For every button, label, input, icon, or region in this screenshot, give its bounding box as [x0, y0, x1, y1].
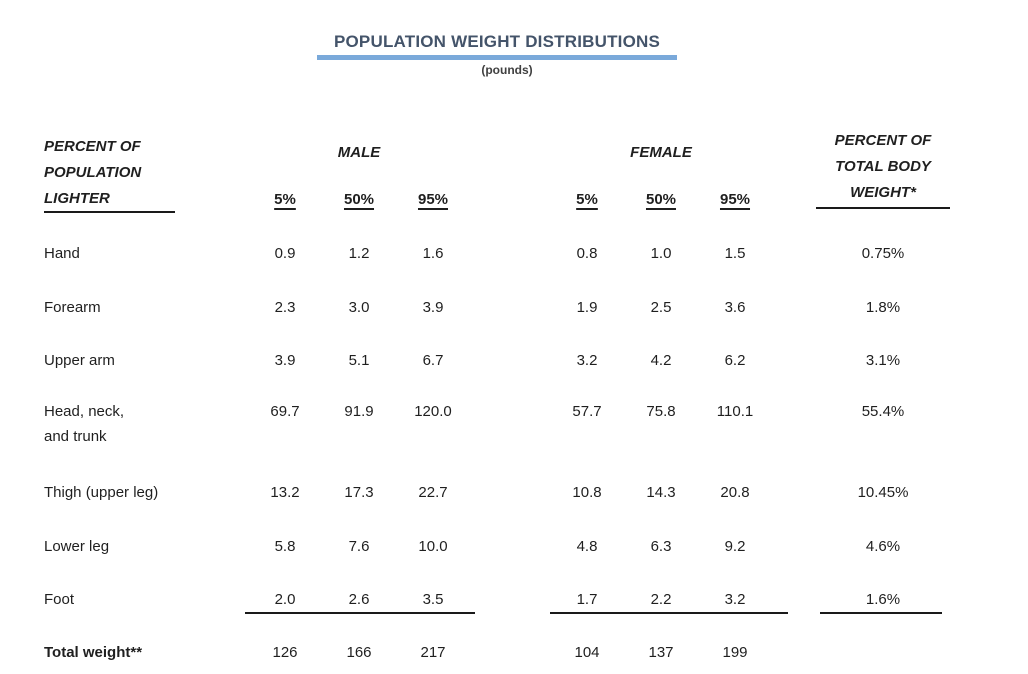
column-header-female-50th-percentile: 50%	[624, 191, 698, 209]
cell-male-5: 2.3	[274, 299, 296, 316]
sum-rule-percent	[820, 612, 942, 614]
cell-male-50: 7.6	[348, 538, 370, 555]
cell-female-50: 4.2	[650, 352, 672, 369]
sum-rule-male	[245, 612, 475, 614]
header-weight-underline-rule	[816, 207, 950, 209]
percentile-label: 50%	[343, 191, 375, 208]
cell-male-50: 1.2	[348, 245, 370, 262]
table-row-forearm: Forearm 2.3 3.0 3.9 1.9 2.5 3.6 1.8%	[44, 299, 950, 317]
percentile-label: 50%	[645, 191, 677, 208]
column-group-header-female: FEMALE	[630, 144, 692, 161]
cell-female-5: 3.2	[576, 352, 598, 369]
cell-female-50: 1.0	[650, 245, 672, 262]
cell-female-95: 6.2	[724, 352, 746, 369]
table-row-head-neck-trunk: Head, neck, and trunk 69.7 91.9 120.0 57…	[44, 403, 950, 449]
table-row-upper-arm: Upper arm 3.9 5.1 6.7 3.2 4.2 6.2 3.1%	[44, 352, 950, 370]
cell-male-95: 217	[420, 644, 446, 661]
percentile-label: 5%	[576, 191, 598, 208]
percentile-label: 95%	[719, 191, 751, 208]
cell-percent-total: 3.1%	[865, 352, 901, 369]
page-subtitle: (pounds)	[481, 63, 533, 77]
cell-percent-total: 1.6%	[865, 591, 901, 608]
cell-female-95: 110.1	[716, 403, 754, 420]
row-label: Total weight**	[44, 644, 143, 661]
cell-female-5: 0.8	[576, 245, 598, 262]
row-label: Foot	[44, 591, 75, 608]
cell-female-95: 3.2	[724, 591, 746, 608]
row-label: Lower leg	[44, 538, 110, 555]
cell-female-50: 6.3	[650, 538, 672, 555]
cell-percent-total: 4.6%	[865, 538, 901, 555]
column-header-female-95th-percentile: 95%	[698, 191, 772, 209]
cell-female-50: 2.5	[650, 299, 672, 316]
column-header-male-50th-percentile: 50%	[322, 191, 396, 209]
cell-male-5: 13.2	[270, 484, 300, 501]
cell-female-5: 104	[574, 644, 600, 661]
row-label: Upper arm	[44, 352, 115, 369]
cell-male-95: 3.5	[422, 591, 444, 608]
cell-female-5: 1.7	[576, 591, 598, 608]
column-header-percent-of-total-body-weight: PERCENT OF TOTAL BODY WEIGHT*	[834, 132, 932, 201]
cell-female-95: 199	[722, 644, 748, 661]
cell-male-5: 5.8	[274, 538, 296, 555]
cell-female-95: 9.2	[724, 538, 746, 555]
table-row-lower-leg: Lower leg 5.8 7.6 10.0 4.8 6.3 9.2 4.6%	[44, 538, 950, 556]
table-row-total-weight: Total weight** 126 166 217 104 137 199	[44, 644, 950, 662]
header-lighter-underline-rule	[44, 211, 175, 213]
cell-male-5: 2.0	[274, 591, 296, 608]
percentile-label: 95%	[417, 191, 449, 208]
cell-male-5: 126	[272, 644, 298, 661]
cell-male-95: 10.0	[418, 538, 448, 555]
page-title: POPULATION WEIGHT DISTRIBUTIONS	[333, 32, 661, 51]
cell-male-95: 120.0	[414, 403, 452, 420]
cell-percent-total: 10.45%	[857, 484, 909, 501]
row-label: Thigh (upper leg)	[44, 484, 159, 501]
percentile-label: 5%	[274, 191, 296, 208]
cell-female-5: 1.9	[576, 299, 598, 316]
cell-female-50: 14.3	[646, 484, 676, 501]
row-label: Forearm	[44, 299, 101, 316]
cell-male-95: 22.7	[418, 484, 448, 501]
sum-rule-female	[550, 612, 788, 614]
cell-male-95: 3.9	[422, 299, 444, 316]
cell-male-5: 69.7	[270, 403, 300, 420]
cell-female-95: 1.5	[724, 245, 746, 262]
cell-percent-total: 1.8%	[865, 299, 901, 316]
cell-female-50: 137	[648, 644, 674, 661]
cell-percent-total: 55.4%	[861, 403, 905, 420]
cell-male-95: 6.7	[422, 352, 444, 369]
cell-percent-total: 0.75%	[861, 245, 905, 262]
column-header-percent-of-population-lighter: PERCENT OF POPULATION LIGHTER	[44, 138, 142, 207]
table-row-hand: Hand 0.9 1.2 1.6 0.8 1.0 1.5 0.75%	[44, 245, 950, 263]
cell-male-50: 5.1	[348, 352, 370, 369]
column-header-male-5th-percentile: 5%	[248, 191, 322, 209]
column-header-female-5th-percentile: 5%	[550, 191, 624, 209]
cell-male-50: 17.3	[344, 484, 374, 501]
cell-male-5: 3.9	[274, 352, 296, 369]
column-group-header-male: MALE	[337, 144, 381, 161]
column-header-male-95th-percentile: 95%	[396, 191, 470, 209]
cell-female-95: 3.6	[724, 299, 746, 316]
cell-female-5: 57.7	[572, 403, 602, 420]
cell-female-95: 20.8	[720, 484, 750, 501]
cell-male-95: 1.6	[422, 245, 444, 262]
cell-female-50: 2.2	[650, 591, 672, 608]
table-row-foot: Foot 2.0 2.6 3.5 1.7 2.2 3.2 1.6%	[44, 591, 950, 609]
row-label: Hand	[44, 245, 80, 262]
table-row-thigh: Thigh (upper leg) 13.2 17.3 22.7 10.8 14…	[44, 484, 950, 502]
row-label: Head, neck, and trunk	[44, 403, 125, 445]
cell-male-50: 3.0	[348, 299, 370, 316]
cell-male-50: 2.6	[348, 591, 370, 608]
cell-female-5: 4.8	[576, 538, 598, 555]
cell-male-5: 0.9	[274, 245, 296, 262]
cell-female-5: 10.8	[572, 484, 602, 501]
cell-female-50: 75.8	[646, 403, 676, 420]
cell-male-50: 166	[346, 644, 372, 661]
title-underline-rule	[317, 55, 677, 60]
cell-male-50: 91.9	[344, 403, 374, 420]
